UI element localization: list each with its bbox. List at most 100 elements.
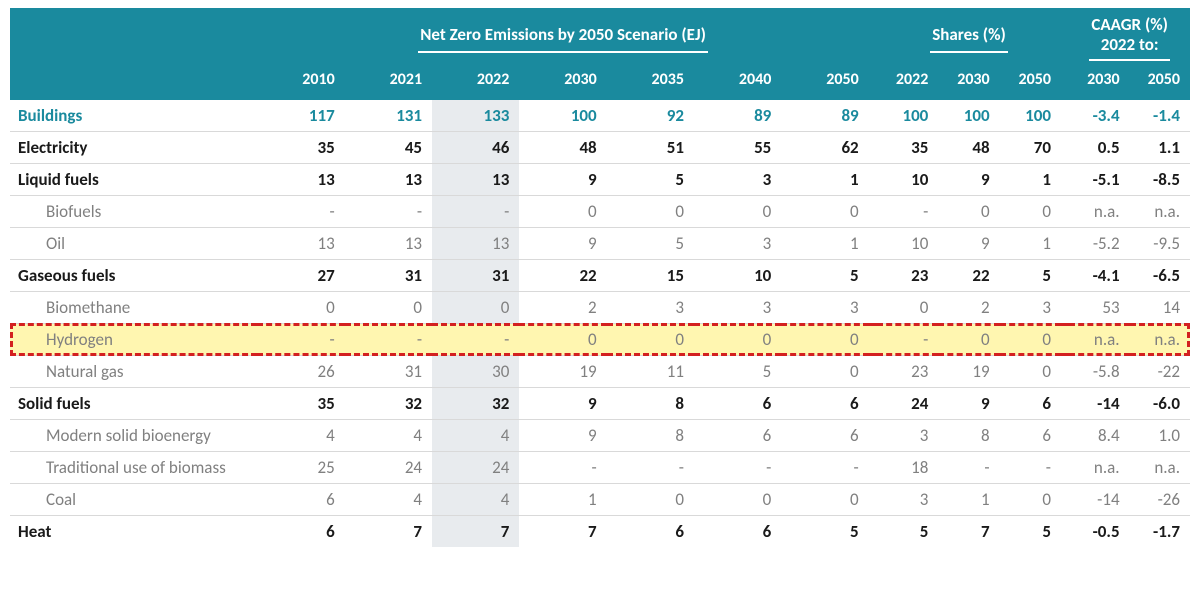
cell-ej: 1 [781, 164, 868, 196]
table-row: Natural gas26313019115023190-5.8-22 [10, 356, 1190, 388]
cell-ej: 0 [519, 324, 606, 356]
gap-cell [1061, 292, 1069, 324]
cell-ej: 4 [432, 484, 519, 516]
table-row: Hydrogen---0000-00n.a.n.a. [10, 324, 1190, 356]
cell-share: 0 [1000, 196, 1061, 228]
cell-ej: 13 [345, 164, 432, 196]
cell-ej: 4 [257, 420, 344, 452]
gap-cell [1061, 516, 1069, 548]
table-row: Coal6441000310-14-26 [10, 484, 1190, 516]
cell-share: 2 [938, 292, 999, 324]
cell-ej: 62 [781, 132, 868, 164]
cell-share: 5 [1000, 516, 1061, 548]
table-row: Solid fuels35323298662496-14-6.0 [10, 388, 1190, 420]
gap-cell [869, 388, 877, 420]
cell-share: 6 [1000, 388, 1061, 420]
cell-ej: 15 [607, 260, 694, 292]
cell-ej: - [432, 196, 519, 228]
cell-caagr: -5.2 [1069, 228, 1129, 260]
cell-ej: 6 [694, 420, 781, 452]
gap-cell [869, 516, 877, 548]
cell-ej: 4 [345, 420, 432, 452]
cell-caagr: n.a. [1130, 196, 1190, 228]
gap-cell [869, 356, 877, 388]
cell-share: 1 [1000, 228, 1061, 260]
cell-share: 0 [1000, 356, 1061, 388]
table-row: Heat6777665575-0.5-1.7 [10, 516, 1190, 548]
cell-ej: 1 [519, 484, 606, 516]
gap-cell [869, 452, 877, 484]
gap-cell [869, 484, 877, 516]
cell-ej: 5 [607, 164, 694, 196]
cell-caagr: 8.4 [1069, 420, 1129, 452]
gap-cell [869, 228, 877, 260]
cell-share: 3 [877, 420, 938, 452]
cell-share: 1 [1000, 164, 1061, 196]
cell-ej: 13 [432, 228, 519, 260]
cell-ej: 9 [519, 420, 606, 452]
cell-ej: 30 [432, 356, 519, 388]
cell-caagr: -5.1 [1069, 164, 1129, 196]
cell-ej: - [257, 196, 344, 228]
cell-share: - [877, 196, 938, 228]
cell-ej: - [257, 324, 344, 356]
cell-ej: 8 [607, 420, 694, 452]
cell-ej: 8 [607, 388, 694, 420]
cell-ej: 6 [694, 388, 781, 420]
year-col: 2022 [432, 64, 519, 100]
cell-caagr: -1.7 [1130, 516, 1190, 548]
cell-share: 48 [938, 132, 999, 164]
cell-share: - [877, 324, 938, 356]
cell-ej: 48 [519, 132, 606, 164]
cell-caagr: -3.4 [1069, 100, 1129, 132]
cell-ej: 6 [607, 516, 694, 548]
cell-ej: 9 [519, 388, 606, 420]
gap-cell [1061, 196, 1069, 228]
cell-caagr: n.a. [1069, 196, 1129, 228]
cell-share: 24 [877, 388, 938, 420]
gap-cell [1061, 324, 1069, 356]
header-blank [10, 8, 257, 64]
cell-ej: 55 [694, 132, 781, 164]
gap-cell [869, 132, 877, 164]
cell-ej: 3 [781, 292, 868, 324]
cell-share: 70 [1000, 132, 1061, 164]
energy-table: Net Zero Emissions by 2050 Scenario (EJ)… [10, 8, 1190, 547]
cell-ej: 6 [781, 420, 868, 452]
cell-ej: 92 [607, 100, 694, 132]
gap-cell [869, 292, 877, 324]
cell-caagr: n.a. [1130, 452, 1190, 484]
cell-ej: 0 [694, 484, 781, 516]
header-gap [869, 8, 877, 64]
cell-share: 6 [1000, 420, 1061, 452]
cell-ej: 31 [345, 260, 432, 292]
cell-share: 0 [938, 324, 999, 356]
year-col: 2030 [519, 64, 606, 100]
cell-share: 5 [877, 516, 938, 548]
cell-ej: 7 [519, 516, 606, 548]
table-body: Buildings117131133100928989100100100-3.4… [10, 100, 1190, 547]
cell-caagr: 1.1 [1130, 132, 1190, 164]
cell-share: 3 [1000, 292, 1061, 324]
cell-ej: 13 [257, 228, 344, 260]
cell-ej: 22 [519, 260, 606, 292]
cell-share: 1 [938, 484, 999, 516]
row-label: Heat [10, 516, 257, 548]
cell-ej: 100 [519, 100, 606, 132]
cell-ej: 0 [607, 324, 694, 356]
cell-caagr: -6.0 [1130, 388, 1190, 420]
cell-ej: 0 [432, 292, 519, 324]
cell-caagr: 53 [1069, 292, 1129, 324]
cell-ej: - [519, 452, 606, 484]
cell-ej: 0 [781, 484, 868, 516]
cell-ej: - [607, 452, 694, 484]
table-header: Net Zero Emissions by 2050 Scenario (EJ)… [10, 8, 1190, 100]
cell-ej: 0 [607, 484, 694, 516]
cell-share: 100 [1000, 100, 1061, 132]
cell-caagr: -4.1 [1069, 260, 1129, 292]
cell-ej: 31 [432, 260, 519, 292]
year-col: 2010 [257, 64, 344, 100]
cell-caagr: n.a. [1069, 324, 1129, 356]
cell-caagr: 1.0 [1130, 420, 1190, 452]
year-col: 2022 [877, 64, 938, 100]
